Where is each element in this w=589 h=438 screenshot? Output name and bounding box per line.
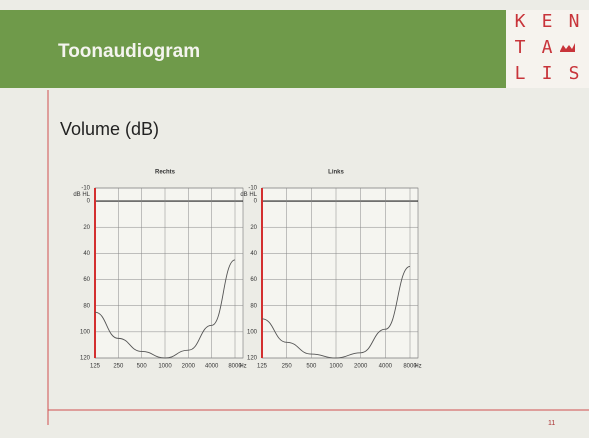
y-tick-label: 80 — [250, 303, 257, 309]
x-tick-label: 500 — [306, 364, 317, 370]
header-band — [0, 10, 506, 88]
y-tick-label: 80 — [83, 303, 90, 309]
x-tick-label: 8000 — [403, 364, 417, 370]
y-axis-label: dB HL — [240, 192, 257, 198]
logo-crown — [560, 43, 575, 52]
x-tick-label: 4000 — [205, 364, 219, 370]
x-tick-label: 8000 — [228, 364, 242, 370]
logo-letter: S — [569, 63, 580, 84]
logo-letter: E — [542, 11, 553, 32]
x-tick-label: 125 — [257, 364, 268, 370]
subtitle: Volume (dB) — [60, 119, 159, 139]
logo-letter: K — [515, 11, 526, 32]
logo-letter: L — [515, 63, 526, 84]
y-tick-label: 40 — [83, 251, 90, 257]
threshold-line — [94, 259, 236, 359]
y-tick-label: 60 — [250, 277, 257, 283]
x-tick-label: 500 — [137, 364, 148, 370]
x-tick-label: 4000 — [379, 364, 393, 370]
y-tick-label: 120 — [247, 356, 258, 362]
x-tick-label: 250 — [113, 364, 124, 370]
x-tick-label: 125 — [90, 364, 101, 370]
x-tick-label: 2000 — [354, 364, 368, 370]
logo: K E N T AL I S — [515, 11, 580, 84]
y-tick-label: 100 — [80, 329, 91, 335]
logo-box — [506, 10, 589, 88]
x-tick-label: 2000 — [182, 364, 196, 370]
header-title: Toonaudiogram — [58, 41, 200, 62]
logo-letter: A — [542, 37, 553, 58]
page-number: 11 — [548, 420, 555, 427]
y-axis-label: dB HL — [73, 192, 90, 198]
logo-letter: T — [515, 37, 526, 58]
y-tick-label: -10 — [81, 186, 90, 192]
y-tick-label: -10 — [248, 186, 257, 192]
y-tick-label: 20 — [250, 225, 257, 231]
x-axis-label: Hz — [239, 364, 246, 370]
x-tick-label: 1000 — [329, 364, 343, 370]
logo-letter: I — [542, 63, 553, 84]
y-tick-label: 60 — [83, 277, 90, 283]
threshold-line — [261, 266, 411, 359]
y-tick-label: 100 — [247, 329, 258, 335]
plot-area — [94, 187, 244, 359]
chart-title: Rechts — [155, 170, 176, 176]
y-tick-label: 0 — [87, 199, 91, 205]
logo-letter: N — [569, 11, 580, 32]
y-tick-label: 20 — [83, 225, 90, 231]
chart-title: Links — [328, 170, 344, 176]
y-tick-label: 40 — [250, 251, 257, 257]
x-axis-label: Hz — [414, 364, 421, 370]
y-tick-label: 120 — [80, 356, 91, 362]
y-tick-label: 0 — [254, 199, 258, 205]
plot-area — [261, 187, 419, 359]
x-tick-label: 1000 — [158, 364, 172, 370]
x-tick-label: 250 — [282, 364, 293, 370]
